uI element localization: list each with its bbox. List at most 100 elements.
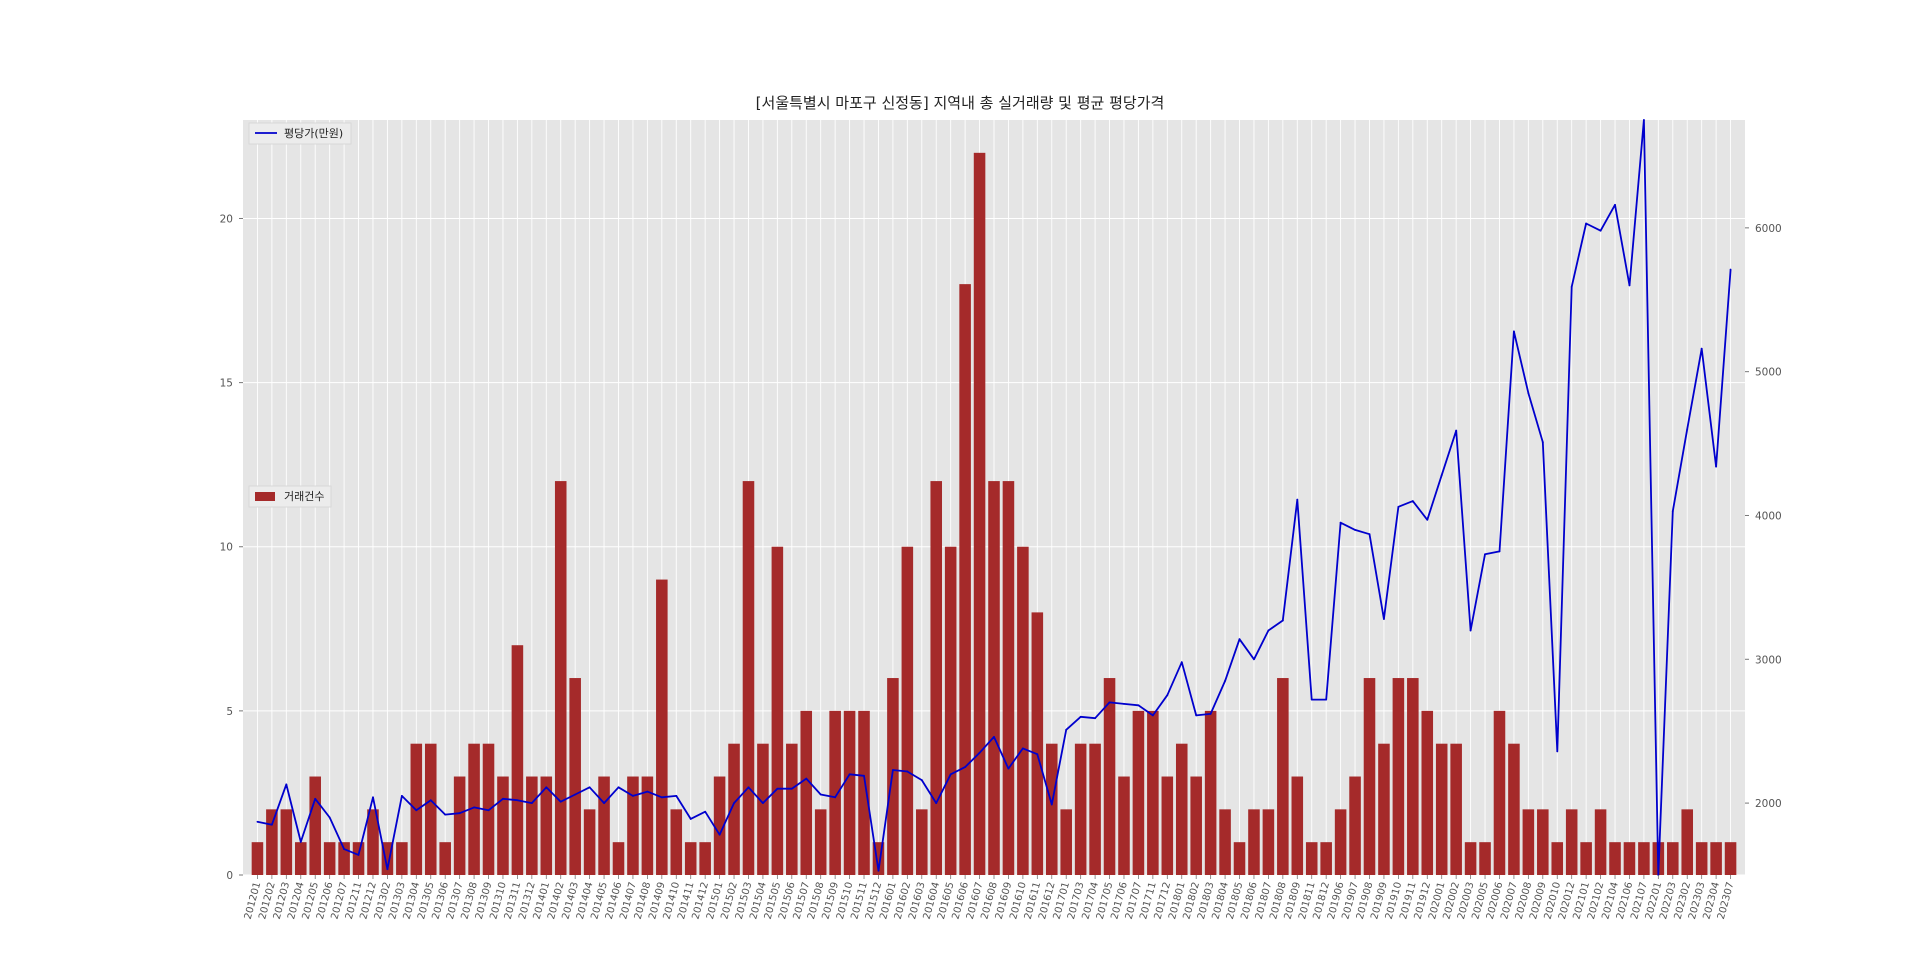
bar <box>1363 678 1376 875</box>
line-point <box>314 797 317 800</box>
y-left-tick-label: 15 <box>220 378 233 390</box>
line-point <box>1599 229 1602 232</box>
legend-bar-label: 거래건수 <box>284 490 324 503</box>
line-point <box>1354 528 1356 531</box>
bar <box>1522 809 1535 875</box>
bar <box>1277 678 1289 875</box>
line-point <box>603 802 605 804</box>
line-point <box>502 797 504 800</box>
line-point <box>473 806 475 809</box>
bar <box>1031 612 1044 875</box>
chart-title: [서울특별시 마포구 신정동] 지역내 총 실거래량 및 평균 평당가격 <box>756 94 1165 112</box>
bar <box>930 481 943 875</box>
line-point <box>1339 521 1342 524</box>
line-point <box>1094 717 1096 720</box>
bar <box>1537 809 1549 875</box>
line-point <box>1325 698 1328 701</box>
bar <box>858 710 870 875</box>
bar <box>728 743 740 875</box>
line-point <box>935 802 938 804</box>
bar-series <box>251 152 1737 876</box>
line-point <box>1628 284 1631 287</box>
line-point <box>1296 498 1299 501</box>
line-point <box>1137 704 1140 707</box>
bar <box>1609 842 1621 875</box>
bar <box>540 776 553 875</box>
line-point <box>1238 638 1241 641</box>
line-point <box>1498 550 1501 553</box>
bar <box>1002 481 1015 875</box>
line-point <box>1195 714 1198 717</box>
line-point <box>444 813 447 816</box>
bar <box>526 776 538 875</box>
bar <box>439 842 451 875</box>
y-right-tick-label: 5000 <box>1755 367 1782 379</box>
line-point <box>819 793 822 796</box>
bar <box>1551 842 1564 875</box>
line-point <box>285 783 288 786</box>
bar <box>1147 710 1159 875</box>
line-point <box>1383 618 1385 620</box>
bar <box>627 776 639 875</box>
bar <box>1190 776 1202 875</box>
bar <box>1378 743 1390 875</box>
bar <box>352 842 365 875</box>
line-point <box>545 786 548 789</box>
bar <box>1320 842 1332 875</box>
line-point <box>1729 268 1732 271</box>
bar <box>1508 743 1520 875</box>
line-point <box>863 774 865 777</box>
y-axis-right: 2000 3000 4000 5000 6000 <box>1745 223 1782 810</box>
line-point <box>372 796 374 799</box>
line-point <box>458 812 461 815</box>
bar <box>713 776 726 875</box>
bar <box>786 743 798 875</box>
y-left-tick-label: 20 <box>220 213 233 225</box>
bar <box>598 776 610 875</box>
line-point <box>1021 747 1024 750</box>
line-point <box>1253 658 1255 661</box>
line-point <box>762 802 764 804</box>
line-point <box>1224 679 1226 682</box>
line-point <box>675 795 678 797</box>
line-point <box>1469 629 1472 632</box>
line-point <box>1368 533 1371 536</box>
bar <box>1017 546 1029 875</box>
line-point <box>1570 285 1573 288</box>
bar <box>1349 776 1361 875</box>
line-point <box>1050 803 1053 806</box>
line-point <box>877 869 880 872</box>
bar <box>887 678 899 875</box>
bar <box>1132 710 1145 875</box>
line-point <box>299 841 302 843</box>
bar <box>1248 809 1260 875</box>
line-point <box>1643 119 1645 121</box>
line-point <box>660 796 663 799</box>
line-point <box>559 800 562 803</box>
bar <box>497 776 509 875</box>
bar <box>583 809 596 875</box>
line-point <box>805 777 808 780</box>
line-point <box>516 799 519 802</box>
bar <box>1724 842 1737 875</box>
bar <box>1580 842 1592 875</box>
bar <box>1435 743 1448 875</box>
line-point <box>487 809 490 812</box>
line-point <box>270 823 273 826</box>
line-point <box>964 766 967 769</box>
line-point <box>848 773 851 776</box>
y-right-tick-label: 2000 <box>1755 798 1782 810</box>
bar <box>1479 842 1491 875</box>
line-point <box>386 868 389 871</box>
line-point <box>1310 698 1313 701</box>
line-point <box>530 802 533 804</box>
bar <box>843 710 856 875</box>
bar <box>1594 809 1607 875</box>
y-left-tick-label: 5 <box>226 706 233 718</box>
line-point <box>993 736 995 738</box>
line-point <box>1411 500 1414 502</box>
bar <box>1233 842 1246 875</box>
bar <box>1045 743 1058 875</box>
line-point <box>1700 347 1703 350</box>
